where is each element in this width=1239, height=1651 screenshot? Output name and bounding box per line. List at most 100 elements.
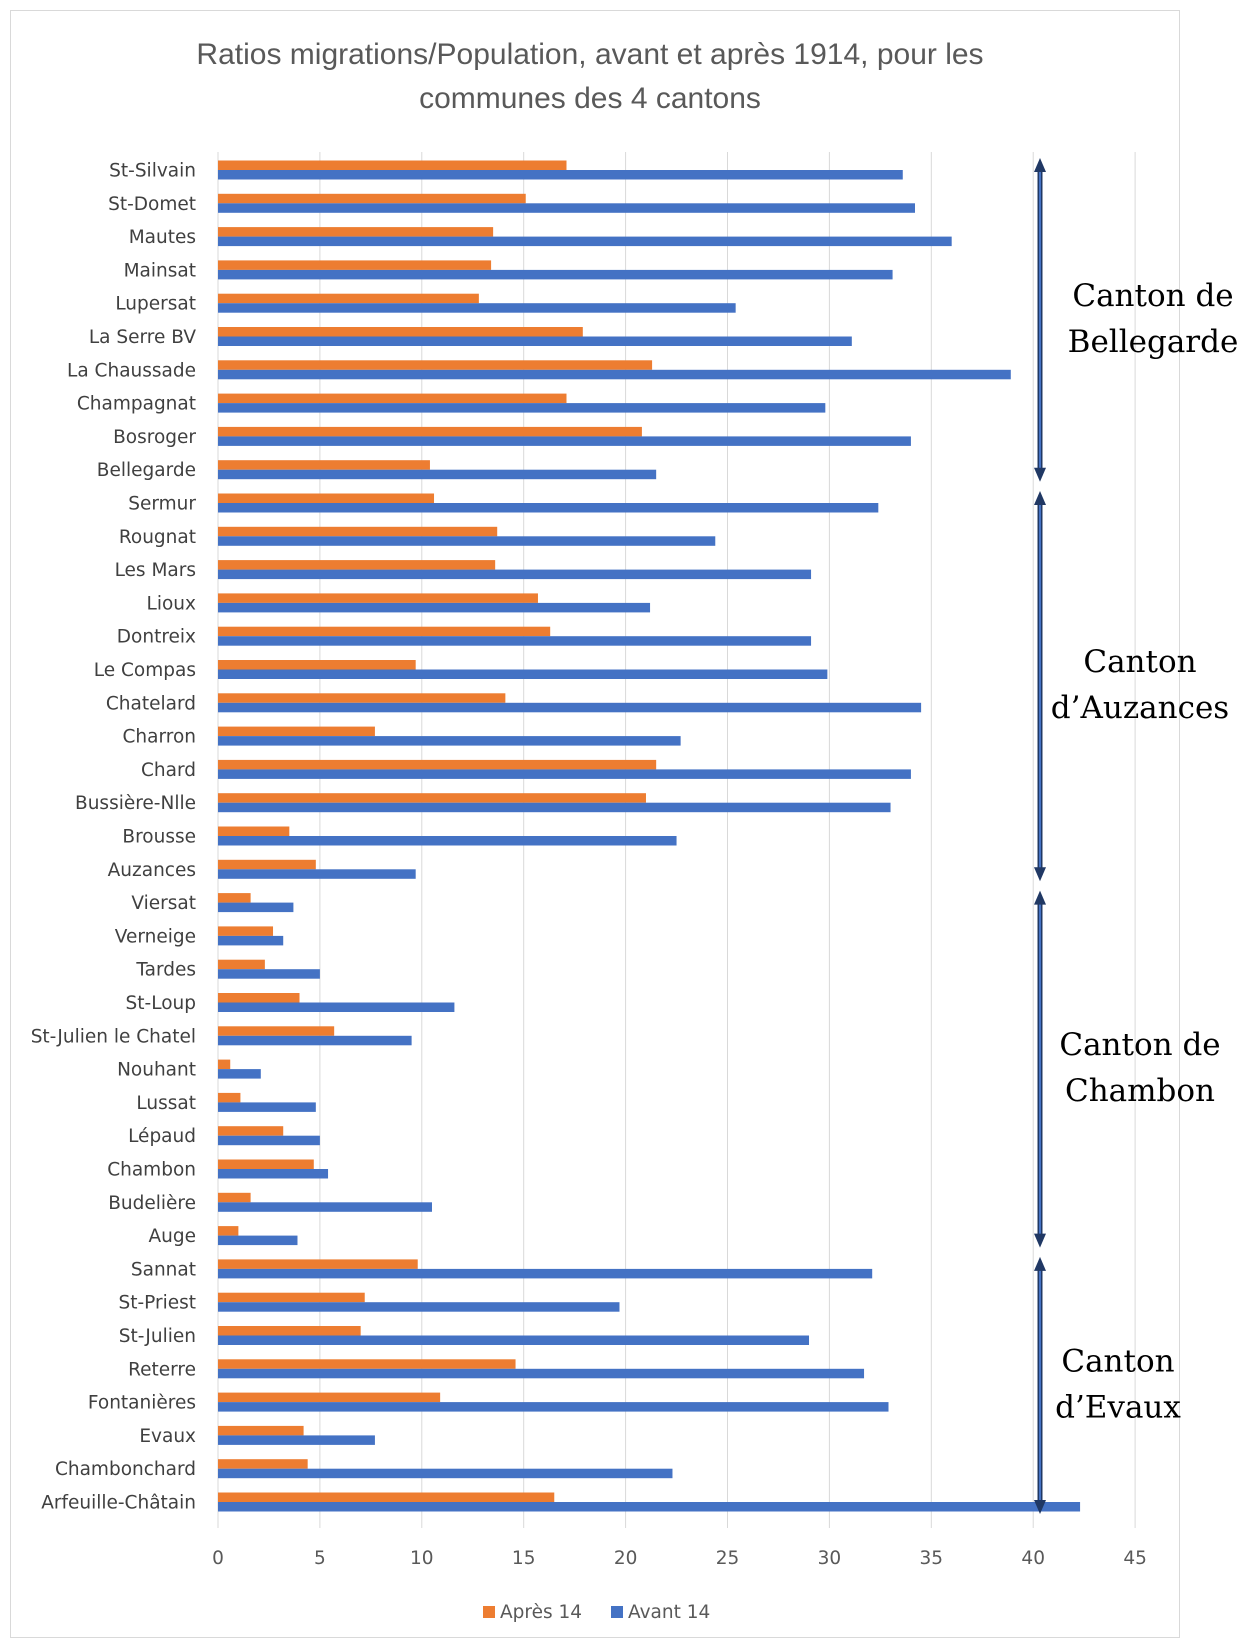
- category-label: Charron: [122, 727, 196, 748]
- bar-apres-14: [218, 493, 435, 503]
- bar-apres-14: [218, 1292, 365, 1303]
- category-label: Champagnat: [77, 394, 196, 415]
- category-label: Le Compas: [94, 660, 196, 681]
- bar-avant-14: [218, 1468, 673, 1479]
- bracket-arrowhead-top: [1034, 158, 1046, 172]
- bar-apres-14: [218, 1092, 241, 1103]
- chart-title-line: communes des 4 cantons: [419, 82, 761, 115]
- x-tick-label: 20: [614, 1548, 638, 1569]
- x-tick-label: 40: [1021, 1548, 1045, 1569]
- bar-apres-14: [218, 1259, 418, 1269]
- chart-frame: [10, 10, 1180, 1638]
- bar-avant-14: [218, 1069, 261, 1079]
- category-label: St-Priest: [118, 1293, 196, 1314]
- bar-avant-14: [218, 1368, 865, 1379]
- category-label: La Chaussade: [67, 360, 196, 381]
- category-label: Tardes: [135, 960, 196, 981]
- bar-avant-14: [218, 369, 1011, 380]
- bar-apres-14: [218, 227, 494, 237]
- bar-avant-14: [218, 902, 294, 913]
- category-label: Lépaud: [128, 1126, 196, 1147]
- category-label: Chambonchard: [55, 1459, 196, 1480]
- bar-apres-14: [218, 460, 430, 470]
- bar-apres-14: [218, 1226, 239, 1236]
- canton-label: Canton de: [1059, 1027, 1220, 1063]
- chart-title: Ratios migrations/Population, avant et a…: [196, 38, 983, 115]
- bracket-arrowhead-bottom: [1034, 1233, 1046, 1248]
- x-tick-label: 35: [920, 1548, 944, 1569]
- bracket-arrowhead-top: [1034, 890, 1046, 905]
- category-label: Rougnat: [119, 527, 196, 548]
- category-label: Mautes: [129, 227, 196, 248]
- bar-avant-14: [218, 1202, 432, 1212]
- category-label: Les Mars: [115, 560, 196, 581]
- bar-avant-14: [218, 1502, 1081, 1512]
- bar-apres-14: [218, 626, 551, 637]
- bar-apres-14: [218, 293, 479, 304]
- bar-avant-14: [218, 503, 879, 513]
- category-label: Lioux: [147, 593, 196, 614]
- bar-avant-14: [218, 569, 812, 580]
- x-tick-label: 10: [410, 1548, 434, 1569]
- bar-apres-14: [218, 193, 526, 204]
- category-label: Lussat: [136, 1093, 196, 1114]
- canton-label: d’Auzances: [1051, 690, 1229, 726]
- canton-bracket: Canton d’Auzances: [1034, 491, 1229, 882]
- bracket-arrowhead-top: [1034, 1256, 1046, 1271]
- bar-avant-14: [218, 269, 893, 280]
- category-label: Arfeuille-Châtain: [41, 1493, 196, 1514]
- bar-apres-14: [218, 1392, 441, 1403]
- x-tick-labels: 0 5 10 15 20 25 30 35 40 45: [212, 1548, 1147, 1569]
- bar-avant-14: [218, 1335, 810, 1345]
- bar-avant-14: [218, 403, 826, 413]
- category-label: La Serre BV: [89, 327, 197, 348]
- category-label: Brousse: [122, 827, 196, 848]
- bar-avant-14: [218, 702, 922, 713]
- bar-apres-14: [218, 1326, 361, 1336]
- x-tick-label: 15: [512, 1548, 536, 1569]
- category-label: Auge: [148, 1226, 196, 1247]
- bar-avant-14: [218, 1302, 620, 1312]
- legend-entry-label: Avant 14: [628, 1602, 710, 1623]
- bar-apres-14: [218, 759, 657, 770]
- bar-avant-14: [218, 436, 911, 446]
- legend-swatch: [483, 1606, 495, 1618]
- bar-apres-14: [218, 360, 653, 370]
- category-label: Chard: [141, 760, 196, 781]
- bar-avant-14: [218, 170, 903, 180]
- bar-avant-14: [218, 636, 812, 646]
- category-label: Viersat: [131, 893, 196, 914]
- x-tick-label: 0: [212, 1548, 224, 1569]
- bar-avant-14: [218, 336, 852, 346]
- bar-apres-14: [218, 1026, 335, 1036]
- canton-label: Canton de: [1072, 278, 1233, 314]
- category-label: Sannat: [131, 1259, 196, 1280]
- category-label: Lupersat: [115, 294, 196, 315]
- category-label: St-Silvain: [109, 161, 196, 182]
- bar-avant-14: [218, 802, 891, 813]
- bar-apres-14: [218, 1425, 304, 1436]
- canton-brackets: Canton deBellegardeCantond’AuzancesCanto…: [1034, 158, 1238, 1514]
- category-label: St-Julien le Chatel: [31, 1026, 196, 1047]
- bar-apres-14: [218, 393, 567, 404]
- bar-avant-14: [218, 303, 736, 313]
- bar-avant-14: [218, 736, 681, 746]
- x-tick-label: 25: [716, 1548, 740, 1569]
- bar-apres-14: [218, 893, 251, 903]
- canton-bracket: Canton d’Evaux: [1034, 1256, 1181, 1514]
- category-label: Evaux: [139, 1426, 196, 1447]
- bar-apres-14: [218, 426, 642, 437]
- chart-title-line: Ratios migrations/Population, avant et a…: [196, 38, 983, 71]
- bar-apres-14: [218, 859, 316, 870]
- canton-label: d’Evaux: [1055, 1389, 1181, 1425]
- bar-avant-14: [218, 203, 915, 213]
- bar-avant-14: [218, 1169, 329, 1179]
- bar-avant-14: [218, 602, 651, 613]
- bar-apres-14: [218, 1159, 314, 1169]
- bar-apres-14: [218, 1359, 516, 1369]
- bracket-arrowhead-bottom: [1034, 1500, 1046, 1514]
- category-label: Reterre: [128, 1359, 196, 1380]
- canton-label: Canton: [1083, 644, 1196, 680]
- bars: [218, 160, 1081, 1512]
